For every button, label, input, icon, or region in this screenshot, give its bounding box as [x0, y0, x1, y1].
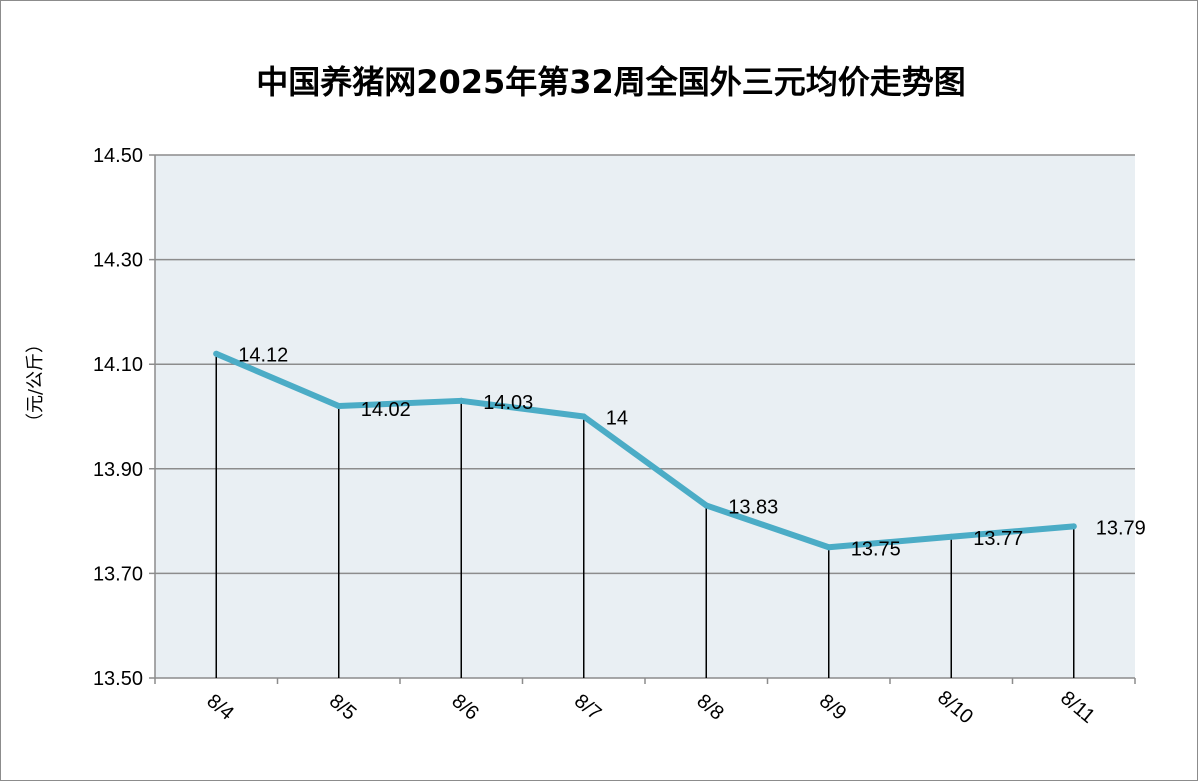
data-label: 13.75 — [851, 538, 901, 560]
data-label: 14 — [606, 408, 628, 430]
y-tick-label: 13.70 — [93, 563, 143, 585]
y-tick-label: 14.10 — [93, 354, 143, 376]
data-point — [213, 350, 220, 357]
x-tick-label: 8/6 — [447, 690, 482, 725]
data-point — [1070, 523, 1077, 530]
y-tick-label: 14.50 — [93, 145, 143, 167]
y-tick-label: 13.50 — [93, 668, 143, 690]
x-tick-label: 8/8 — [692, 690, 727, 725]
plot-background — [155, 155, 1135, 678]
data-label: 13.83 — [728, 496, 778, 518]
x-tick-label: 8/11 — [1056, 687, 1099, 728]
x-tick-label: 8/7 — [570, 690, 605, 725]
data-label: 14.03 — [483, 392, 533, 414]
x-tick-label: 8/9 — [815, 690, 850, 725]
x-tick-label: 8/5 — [325, 690, 360, 725]
plot-area: 13.50 13.70 13.90 14.10 14.30 14.50 14.12 14.02… — [93, 145, 1146, 728]
data-point — [948, 533, 955, 540]
x-tick-label: 8/10 — [933, 686, 977, 728]
chart-title: 中国养猪网2025年第32周全国外三元均价走势图 — [256, 63, 966, 101]
x-tick-label: 8/4 — [202, 690, 237, 725]
data-point — [580, 413, 587, 420]
data-label: 14.12 — [238, 345, 288, 367]
series-line — [213, 350, 1077, 551]
data-point — [335, 403, 342, 410]
data-point — [825, 544, 832, 551]
data-label: 14.02 — [361, 399, 411, 421]
y-axis-label: （元/公斤） — [25, 335, 46, 431]
data-point — [458, 397, 465, 404]
y-tick-label: 13.90 — [93, 459, 143, 481]
data-label: 13.79 — [1096, 517, 1146, 539]
data-label: 13.77 — [973, 528, 1023, 550]
y-tick-label: 14.30 — [93, 250, 143, 272]
data-point — [703, 502, 710, 509]
